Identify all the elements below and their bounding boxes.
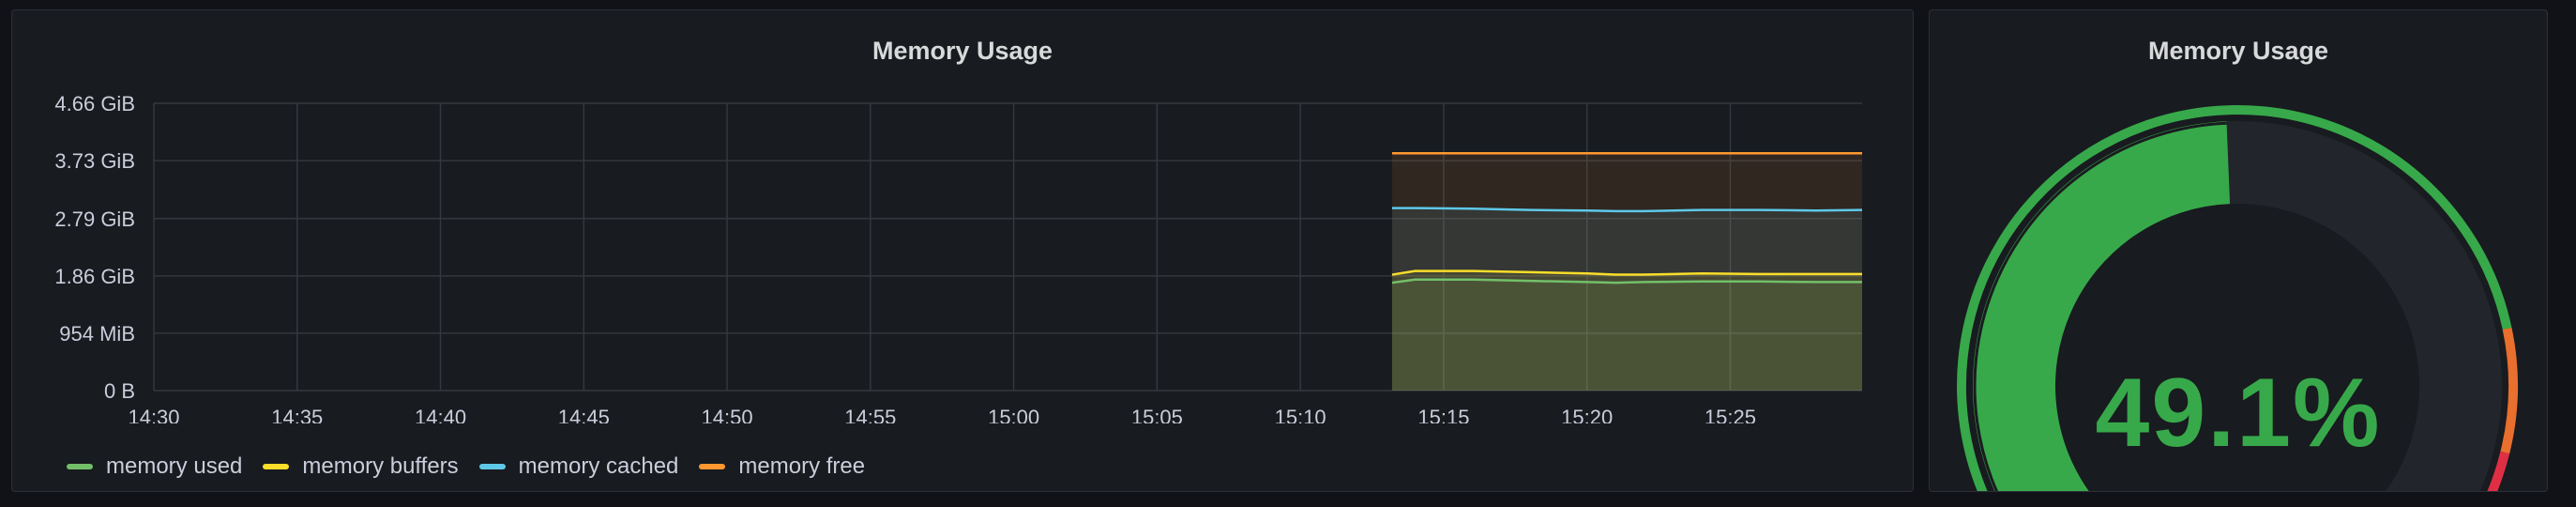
legend-label: memory used bbox=[106, 453, 243, 479]
gauge-threshold-segment bbox=[2500, 327, 2518, 454]
gauge-value-arc bbox=[1973, 121, 2231, 491]
legend-label: memory free bbox=[738, 453, 866, 479]
x-tick-label: 15:15 bbox=[1417, 406, 1469, 423]
legend-swatch bbox=[478, 464, 506, 469]
gauge-panel-title[interactable]: Memory Usage bbox=[2147, 37, 2329, 65]
series-area-memory-used bbox=[1391, 279, 1862, 391]
legend-label: memory cached bbox=[518, 453, 679, 479]
chart-grid bbox=[153, 102, 1862, 392]
gauge-threshold-segment bbox=[1957, 105, 2512, 491]
series-line-memory-cached bbox=[1391, 207, 1863, 213]
y-tick-label: 954 MiB bbox=[59, 322, 135, 346]
legend-item[interactable]: memory cached bbox=[478, 453, 679, 480]
series-area-memory-cached bbox=[1391, 207, 1862, 391]
x-tick-label: 14:45 bbox=[558, 406, 610, 423]
y-tick-label: 1.86 GiB bbox=[54, 265, 135, 288]
series-area-memory-free bbox=[1391, 153, 1862, 391]
x-tick-label: 15:20 bbox=[1561, 406, 1613, 423]
chart-areas bbox=[1391, 153, 1862, 391]
x-tick-label: 14:40 bbox=[415, 406, 466, 423]
memory-usage-chart[interactable]: 0 B 954 MiB 1.86 GiB 2.79 GiB 3.73 GiB 4.66 G… bbox=[12, 10, 1913, 423]
x-tick-label: 15:10 bbox=[1275, 406, 1326, 423]
memory-gauge bbox=[1957, 105, 2518, 491]
legend-swatch bbox=[67, 464, 93, 469]
legend-swatch bbox=[263, 464, 290, 469]
gauge-value: 49.1% bbox=[2095, 359, 2382, 468]
y-tick-label: 3.73 GiB bbox=[54, 149, 135, 173]
x-axis-ticks: 14:30 14:35 14:40 14:45 14:50 14:55 15:00 15:05… bbox=[128, 406, 1756, 423]
chart-legend: memory used memory buffers memory cached me… bbox=[67, 453, 886, 480]
y-tick-label: 4.66 GiB bbox=[54, 92, 135, 115]
legend-item[interactable]: memory buffers bbox=[263, 453, 459, 480]
chart-series-lines bbox=[1391, 151, 1863, 284]
gauge-threshold-segment bbox=[2487, 451, 2510, 491]
timeseries-panel-title[interactable]: Memory Usage bbox=[871, 37, 1053, 65]
legend-item[interactable]: memory used bbox=[67, 453, 242, 480]
x-tick-label: 15:25 bbox=[1705, 406, 1756, 423]
legend-item[interactable]: memory free bbox=[699, 453, 865, 480]
x-tick-label: 14:30 bbox=[128, 406, 179, 423]
x-tick-label: 14:55 bbox=[844, 406, 896, 423]
x-tick-label: 15:00 bbox=[988, 406, 1039, 423]
legend-swatch bbox=[699, 464, 726, 469]
y-tick-label: 2.79 GiB bbox=[54, 207, 135, 231]
x-tick-label: 14:35 bbox=[271, 406, 323, 423]
legend-label: memory buffers bbox=[302, 453, 459, 479]
x-tick-label: 14:50 bbox=[702, 406, 753, 423]
series-line-memory-buffers bbox=[1391, 269, 1862, 276]
series-line-memory-used bbox=[1391, 278, 1862, 284]
timeseries-panel[interactable]: Memory Usage 0 B 954 MiB 1.86 GiB 2.79 GiB 3… bbox=[11, 9, 1914, 492]
y-tick-label: 0 B bbox=[104, 379, 135, 403]
x-tick-label: 15:05 bbox=[1131, 406, 1183, 423]
gauge-panel[interactable]: Memory Usage 49.1% bbox=[1929, 9, 2548, 492]
gauge-value-edge bbox=[1973, 121, 2227, 491]
y-axis-ticks: 0 B 954 MiB 1.86 GiB 2.79 GiB 3.73 GiB 4.66 G… bbox=[54, 92, 135, 403]
series-area-memory-buffers bbox=[1391, 270, 1862, 391]
